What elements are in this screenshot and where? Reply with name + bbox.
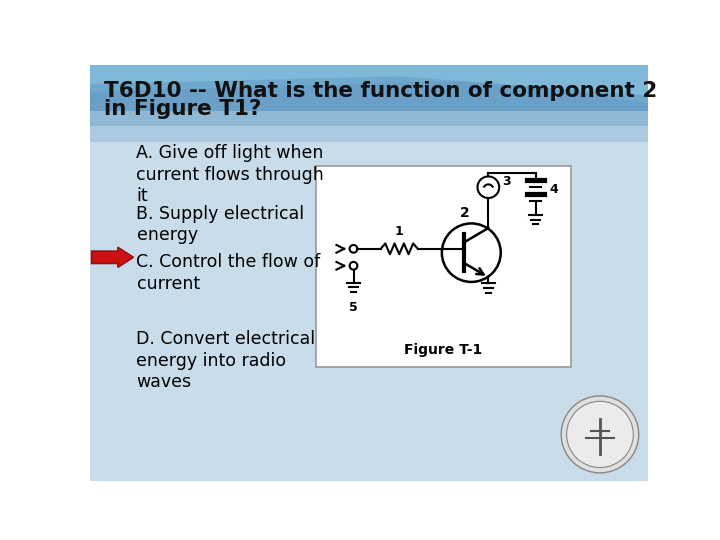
Circle shape [561,396,639,473]
Polygon shape [90,65,648,96]
Text: A. Give off light when
current flows through
it: A. Give off light when current flows thr… [137,144,324,205]
Polygon shape [90,65,648,103]
Circle shape [567,401,634,468]
Bar [90,111,648,126]
Text: B. Supply electrical
energy: B. Supply electrical energy [137,205,305,245]
Text: C. Control the flow of
current: C. Control the flow of current [137,253,320,293]
Text: in Figure T1?: in Figure T1? [104,99,261,119]
Text: Figure T-1: Figure T-1 [404,343,482,357]
Bar [316,166,570,367]
Bar [90,65,648,111]
Text: 5: 5 [349,301,358,314]
Text: D. Convert electrical
energy into radio
waves: D. Convert electrical energy into radio … [137,330,315,392]
Text: T6D10 -- What is the function of component 2: T6D10 -- What is the function of compone… [104,81,657,101]
Text: 2: 2 [460,206,470,220]
Text: 1: 1 [395,225,404,238]
Text: 4: 4 [549,183,558,196]
Text: 3: 3 [503,174,511,187]
Bar [90,126,648,142]
FancyArrow shape [91,247,133,267]
